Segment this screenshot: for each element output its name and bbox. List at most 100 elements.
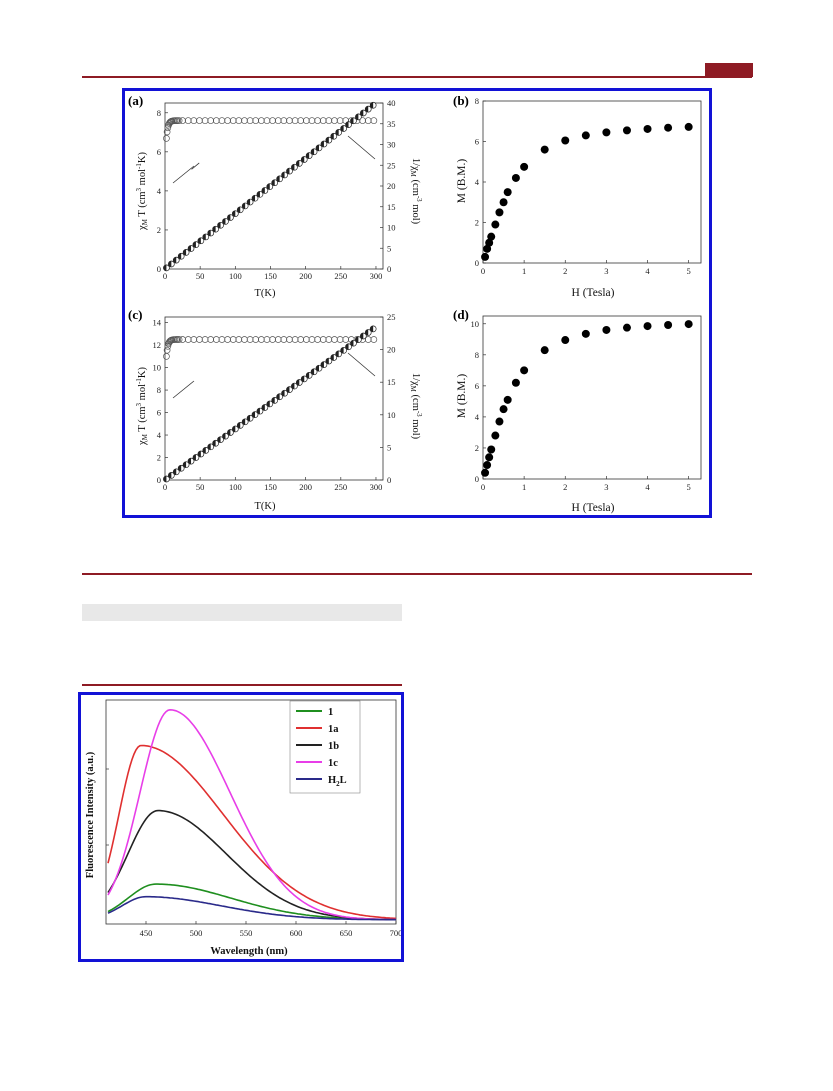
legend-label: H2L bbox=[328, 775, 347, 788]
y-tick-label-left: 8 bbox=[157, 385, 161, 395]
inv-chi-point-fill bbox=[192, 454, 196, 461]
chimt-point bbox=[257, 336, 265, 343]
y-tick-label-left: 14 bbox=[153, 318, 162, 328]
panel-c-xlabel: T(K) bbox=[255, 501, 276, 512]
chimt-point bbox=[229, 336, 237, 343]
y-tick-label-right: 40 bbox=[387, 98, 396, 108]
panel-c-arrow-left bbox=[172, 380, 195, 399]
heading-bar bbox=[82, 604, 402, 621]
chimt-point bbox=[196, 117, 203, 124]
chimt-point bbox=[252, 336, 260, 343]
chimt-point bbox=[286, 117, 293, 124]
inv-chi-point-fill bbox=[316, 144, 320, 151]
magnetization-point bbox=[622, 323, 631, 332]
legend-label: 1 bbox=[328, 707, 333, 718]
inv-chi-point-fill bbox=[227, 429, 231, 436]
y-tick-label-right: 0 bbox=[387, 264, 391, 274]
inv-chi-point-fill bbox=[330, 354, 334, 361]
chimt-point bbox=[184, 336, 192, 343]
inv-chi-point-fill bbox=[232, 210, 236, 217]
x-tick-label: 200 bbox=[299, 482, 312, 492]
chimt-point bbox=[297, 336, 305, 343]
y-tick-label-left: 12 bbox=[153, 340, 162, 350]
magnetization-point bbox=[495, 417, 504, 426]
chimt-point bbox=[218, 117, 226, 124]
magnetization-point bbox=[481, 252, 490, 261]
chimt-point bbox=[163, 135, 170, 142]
magnetization-point bbox=[643, 322, 652, 331]
magnetization-point bbox=[643, 124, 652, 133]
series-1b-line bbox=[107, 809, 397, 921]
inv-chi-point-fill bbox=[330, 133, 334, 140]
inv-chi-point-fill bbox=[291, 164, 295, 171]
y-tick-label-left: 0 bbox=[157, 475, 161, 485]
y-tick-label: 2 bbox=[475, 443, 479, 453]
magnetization-point bbox=[684, 320, 693, 329]
fluorescence-xlabel: Wavelength (nm) bbox=[210, 946, 288, 957]
fluorescence-plot: Wavelength (nm) Fluorescence Intensity (… bbox=[85, 699, 401, 957]
inv-chi-point-fill bbox=[365, 106, 369, 113]
panel-a-arrow-left bbox=[172, 165, 195, 184]
chimt-point bbox=[359, 117, 366, 124]
inv-chi-point-fill bbox=[163, 475, 167, 482]
inv-chi-point-fill bbox=[183, 461, 187, 468]
inv-chi-point-fill bbox=[261, 404, 265, 411]
chimt-point bbox=[241, 117, 248, 124]
x-tick-label: 100 bbox=[229, 271, 242, 281]
y-tick-label-left: 4 bbox=[157, 186, 162, 196]
plot-frame bbox=[105, 699, 397, 925]
inv-chi-point-fill bbox=[360, 109, 364, 116]
inv-chi-point-fill bbox=[266, 400, 270, 407]
magnetization-point bbox=[481, 468, 490, 477]
y-tick-label-right: 20 bbox=[387, 181, 396, 191]
chimt-point bbox=[308, 336, 316, 343]
inv-chi-point-fill bbox=[183, 249, 187, 256]
magnetization-point bbox=[684, 122, 693, 131]
inv-chi-point-fill bbox=[252, 411, 256, 418]
x-tick-label: 200 bbox=[299, 271, 312, 281]
y-tick-label-right: 30 bbox=[387, 140, 396, 150]
y-tick-label-right: 20 bbox=[387, 345, 396, 355]
inv-chi-point-fill bbox=[173, 468, 177, 475]
magnetization-point bbox=[485, 238, 494, 247]
inv-chi-point-fill bbox=[271, 397, 275, 404]
chimt-point bbox=[342, 336, 350, 343]
x-tick-label: 450 bbox=[140, 928, 153, 938]
x-tick-label: 50 bbox=[196, 482, 205, 492]
magnetization-point bbox=[540, 145, 549, 154]
inv-chi-point-fill bbox=[173, 257, 177, 264]
chimt-point bbox=[263, 336, 271, 343]
panel-d-xlabel: H (Tesla) bbox=[572, 502, 615, 514]
chimt-point bbox=[331, 336, 338, 343]
magnetization-point bbox=[581, 329, 590, 338]
chimt-point bbox=[212, 117, 220, 124]
inv-chi-point-fill bbox=[350, 117, 354, 124]
magnetization-point bbox=[483, 461, 492, 470]
magnetization-point bbox=[487, 445, 496, 454]
chimt-point bbox=[175, 336, 183, 343]
chimt-point bbox=[212, 336, 220, 343]
chimt-point bbox=[325, 336, 333, 343]
figure-rule bbox=[82, 684, 402, 686]
chimt-point bbox=[263, 117, 271, 124]
chimt-point bbox=[314, 117, 321, 124]
y-tick-label-right: 10 bbox=[387, 223, 396, 233]
x-tick-label: 0 bbox=[163, 271, 167, 281]
plot-frame bbox=[164, 316, 384, 481]
y-tick-label: 2 bbox=[475, 218, 479, 228]
chimt-point bbox=[291, 336, 299, 343]
y-tick-label-right: 5 bbox=[387, 243, 391, 253]
panel-b: (b) H (Tesla) M (B.M.) 0 1 2 3 4 5 0 2 4 6 8 bbox=[453, 93, 702, 299]
y-tick-label-left: 8 bbox=[157, 108, 161, 118]
panel-b-ylabel: M (B.M.) bbox=[456, 159, 468, 204]
inv-chi-point-fill bbox=[311, 368, 315, 375]
inv-chi-point-fill bbox=[320, 140, 324, 147]
chimt-point bbox=[201, 336, 209, 343]
inv-chi-point-fill bbox=[271, 179, 275, 186]
inv-chi-point-fill bbox=[296, 160, 300, 167]
inv-chi-point-fill bbox=[212, 226, 216, 233]
inv-chi-point-fill bbox=[242, 418, 246, 425]
inv-chi-point-fill bbox=[207, 443, 211, 450]
inv-chi-point-fill bbox=[360, 333, 364, 340]
inv-chi-point-fill bbox=[301, 375, 305, 382]
